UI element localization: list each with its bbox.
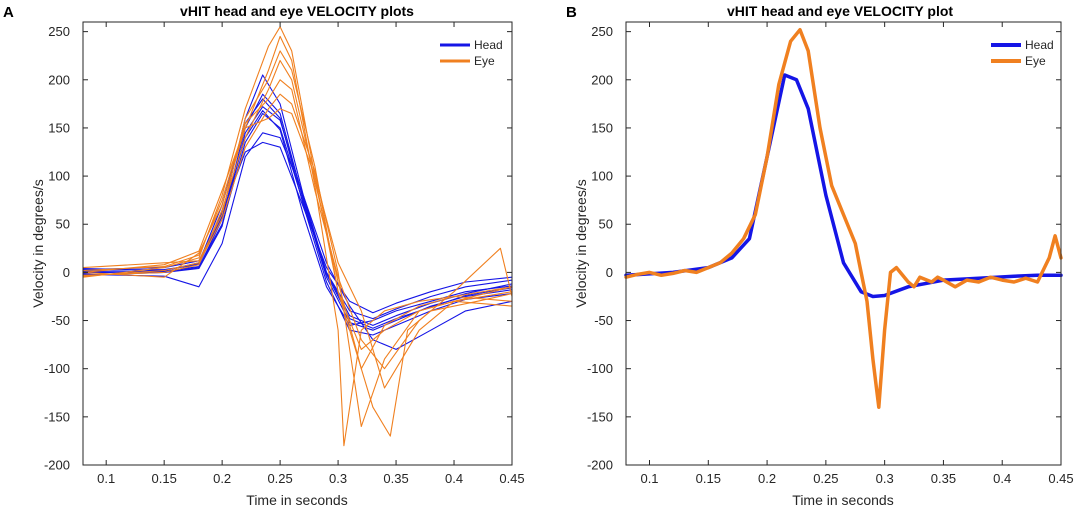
y-tick-label-b-8: 200 (591, 72, 613, 87)
y-tick-label-a-4: 0 (63, 265, 70, 280)
panel-letter-a: A (3, 4, 14, 21)
x-tick-label-b-4: 0.3 (876, 471, 894, 486)
y-tick-label-b-1: -150 (587, 409, 613, 424)
x-tick-label-b-6: 0.4 (993, 471, 1011, 486)
x-tick-label-a-2: 0.2 (213, 471, 231, 486)
panel-a: A vHIT head and eye VELOCITY plots 0.1 0.… (3, 3, 525, 508)
x-axis-label-a: Time in seconds (246, 492, 347, 508)
panel-letter-b: B (566, 4, 577, 21)
series-head-line-a-6 (82, 106, 513, 329)
series-eye-line-a-12 (82, 79, 513, 370)
legend-eye-label-b: Eye (1025, 54, 1046, 68)
y-tick-label-a-8: 200 (48, 72, 70, 87)
legend-head-label-a: Head (474, 38, 503, 52)
series-group-a (82, 26, 513, 447)
x-tick-label-a-6: 0.4 (445, 471, 463, 486)
y-tick-label-b-6: 100 (591, 169, 613, 184)
x-tick-label-a-3: 0.25 (267, 471, 292, 486)
y-tick-label-a-1: -150 (44, 409, 70, 424)
x-tick-label-a-0: 0.1 (97, 471, 115, 486)
y-tick-label-b-7: 150 (591, 120, 613, 135)
x-ticks-b: 0.1 0.15 0.2 0.25 0.3 0.35 0.4 0.45 (640, 22, 1074, 486)
series-eye-line-a-13 (82, 93, 513, 428)
x-tick-label-a-5: 0.35 (383, 471, 408, 486)
chart-title-a: vHIT head and eye VELOCITY plots (180, 3, 414, 19)
x-tick-label-b-3: 0.25 (813, 471, 838, 486)
series-head-line-a-7 (82, 110, 513, 326)
series-head-line-a-2 (82, 98, 513, 336)
x-tick-label-a-7: 0.45 (499, 471, 524, 486)
x-tick-label-b-1: 0.15 (696, 471, 721, 486)
y-axis-label-a: Velocity in degrees/s (30, 179, 46, 307)
y-ticks-b: -200 -150 -100 -50 0 50 100 150 200 250 (587, 24, 1061, 473)
y-tick-label-b-2: -100 (587, 361, 613, 376)
series-eye-line-a-11 (82, 59, 513, 370)
y-tick-label-b-3: -50 (594, 313, 613, 328)
y-tick-label-a-2: -100 (44, 361, 70, 376)
x-tick-label-a-1: 0.15 (152, 471, 177, 486)
x-tick-label-a-4: 0.3 (329, 471, 347, 486)
chart-title-b: vHIT head and eye VELOCITY plot (727, 3, 953, 19)
y-tick-label-b-5: 50 (599, 217, 613, 232)
x-tick-label-b-5: 0.35 (931, 471, 956, 486)
x-tick-label-b-2: 0.2 (758, 471, 776, 486)
series-head-line-a-5 (82, 141, 513, 314)
y-tick-label-b-9: 250 (591, 24, 613, 39)
y-ticks-a: -200 -150 -100 -50 0 50 100 150 200 250 (44, 24, 512, 473)
legend-a: Head Eye (431, 37, 510, 73)
legend-box-a (431, 37, 510, 73)
y-tick-label-a-6: 100 (48, 169, 70, 184)
series-eye-line-a-14 (82, 108, 513, 389)
axes-box-b (625, 21, 1062, 466)
y-tick-label-b-0: -200 (587, 458, 613, 473)
x-tick-label-b-7: 0.45 (1048, 471, 1073, 486)
x-axis-label-b: Time in seconds (792, 492, 893, 508)
series-head-line-a-4 (82, 132, 513, 350)
y-tick-label-a-5: 50 (56, 217, 70, 232)
y-tick-label-a-9: 250 (48, 24, 70, 39)
series-head-line-a-3 (82, 112, 513, 320)
panel-b: B vHIT head and eye VELOCITY plot 0.1 0.1… (566, 3, 1074, 508)
y-tick-label-a-3: -50 (51, 313, 70, 328)
series-group-b (624, 27, 1063, 409)
y-tick-label-a-7: 150 (48, 120, 70, 135)
legend-eye-label-a: Eye (474, 54, 495, 68)
legend-b: Head Eye (988, 37, 1058, 73)
y-tick-label-a-0: -200 (44, 458, 70, 473)
x-ticks-a: 0.1 0.15 0.2 0.25 0.3 0.35 0.4 0.45 (97, 22, 525, 486)
series-eye-line-a-9 (82, 35, 513, 447)
series-head-line-b-0 (624, 73, 1063, 299)
series-eye-line-a-10 (82, 50, 513, 437)
legend-head-label-b: Head (1025, 38, 1054, 52)
y-axis-label-b: Velocity in degrees/s (573, 179, 589, 307)
x-tick-label-b-0: 0.1 (640, 471, 658, 486)
y-tick-label-b-4: 0 (606, 265, 613, 280)
axes-box-a (82, 21, 513, 466)
series-eye-line-b-1 (624, 27, 1063, 409)
